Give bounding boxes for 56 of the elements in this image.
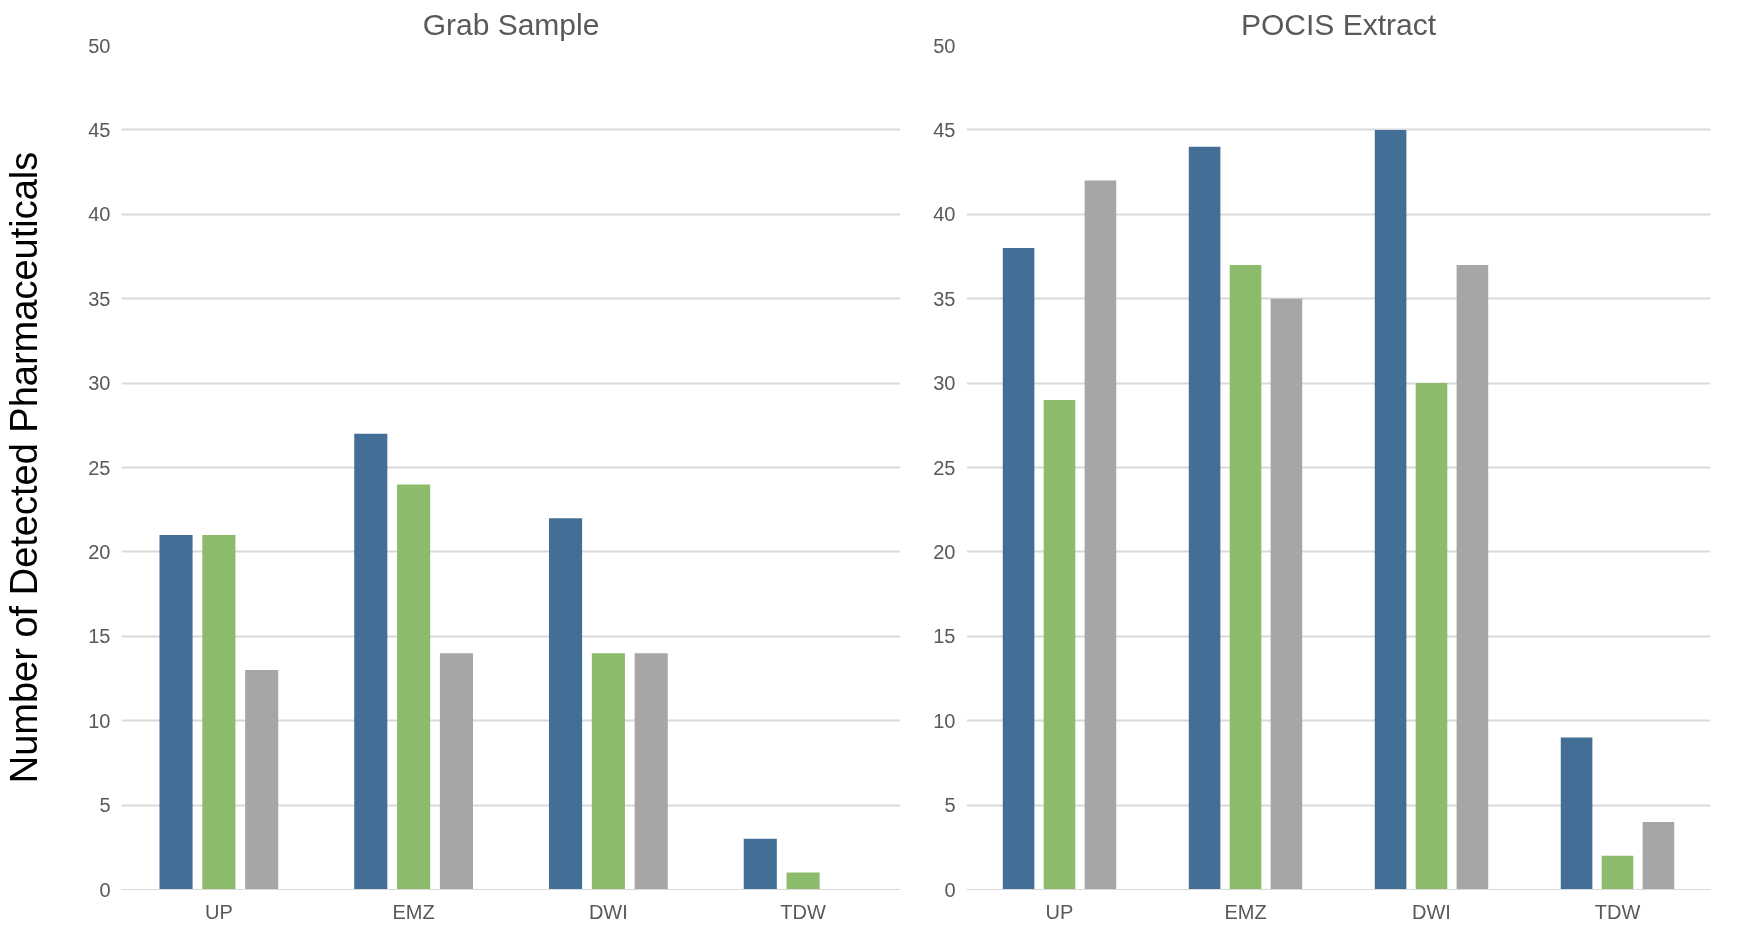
- bar: [548, 518, 583, 890]
- y-tick-label: 35: [88, 287, 111, 310]
- x-tick-label: EMZ: [1224, 900, 1267, 923]
- bar: [1374, 129, 1407, 890]
- x-tick-label: EMZ: [392, 900, 435, 923]
- y-tick-label: 0: [99, 878, 111, 901]
- bar: [1601, 855, 1634, 890]
- y-tick-label: 50: [933, 34, 956, 57]
- y-tick-label: 5: [944, 794, 956, 817]
- y-tick-label: 50: [88, 34, 111, 57]
- y-tick-label: 45: [933, 118, 956, 141]
- y-axis-title: Number of Detected Pharmaceuticals: [3, 151, 46, 784]
- bar: [786, 872, 820, 890]
- bar: [202, 535, 236, 890]
- y-tick-label: 0: [944, 878, 956, 901]
- y-tick-label: 40: [933, 203, 956, 226]
- y-tick-label: 15: [88, 625, 111, 648]
- bar: [591, 653, 625, 890]
- y-tick-label: 30: [933, 372, 956, 395]
- y-tick-label: 10: [933, 709, 956, 732]
- y-tick-label: 25: [933, 456, 956, 479]
- bar: [245, 670, 279, 890]
- bar: [743, 838, 777, 890]
- chart-title: Grab Sample: [422, 7, 600, 41]
- x-tick-label: TDW: [780, 900, 827, 923]
- bar: [1415, 383, 1448, 890]
- bar: [1270, 298, 1303, 890]
- y-tick-label: 10: [88, 709, 111, 732]
- bar: [1188, 146, 1221, 890]
- bar: [1642, 821, 1675, 890]
- x-tick-label: UP: [1045, 900, 1074, 923]
- bar: [354, 433, 388, 890]
- bar: [397, 484, 431, 890]
- y-tick-label: 30: [88, 372, 111, 395]
- bar: [634, 653, 668, 890]
- y-tick-label: 35: [933, 287, 956, 310]
- y-tick-label: 15: [933, 625, 956, 648]
- y-tick-label: 20: [933, 540, 956, 563]
- chart-title: POCIS Extract: [1240, 7, 1437, 41]
- x-tick-label: UP: [204, 900, 233, 923]
- bar: [1229, 264, 1262, 890]
- bar: [1084, 180, 1117, 890]
- y-tick-label: 20: [88, 540, 111, 563]
- x-tick-label: DWI: [588, 900, 628, 923]
- bar: [1560, 737, 1593, 890]
- y-tick-label: 5: [99, 794, 111, 817]
- x-tick-label: TDW: [1594, 900, 1641, 923]
- x-tick-label: DWI: [1412, 900, 1451, 923]
- bar: [439, 653, 474, 890]
- bar: [1043, 399, 1076, 890]
- y-tick-label: 40: [88, 203, 111, 226]
- bar: [159, 535, 193, 890]
- y-tick-label: 45: [88, 118, 111, 141]
- bar: [1002, 248, 1035, 890]
- bar: [1456, 264, 1489, 890]
- y-tick-label: 25: [88, 456, 111, 479]
